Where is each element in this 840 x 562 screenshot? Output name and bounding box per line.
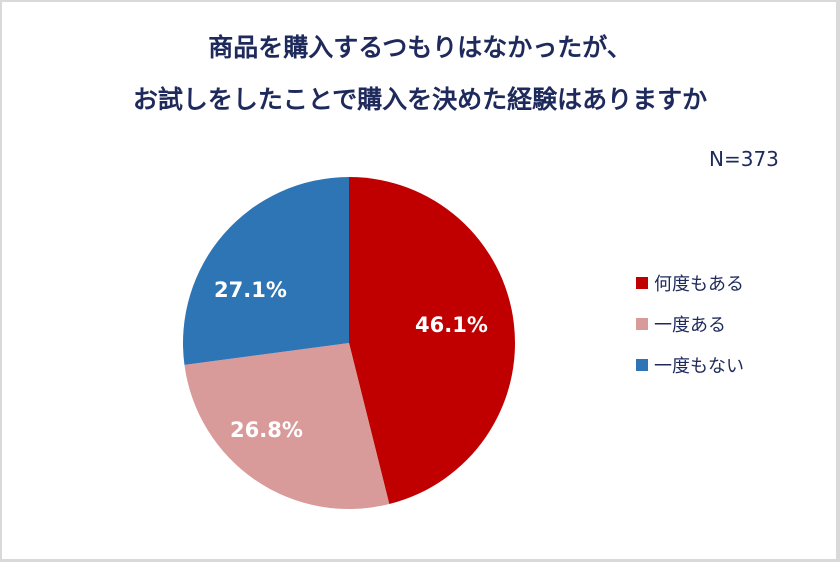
legend-item-once: 一度ある (636, 303, 744, 344)
legend-swatch-icon (636, 276, 648, 289)
legend-label: 一度ある (654, 314, 726, 336)
chart-title-line2: お試しをしたことで購入を決めた経験はありますか (132, 85, 708, 114)
legend-label: 一度もない (654, 355, 744, 377)
pie-slice-once (184, 343, 390, 509)
pie-slice-never (182, 177, 349, 365)
legend-swatch-icon (636, 317, 648, 330)
legend: 何度もある 一度ある 一度もない (636, 262, 744, 385)
slice-label-frequently: 46.1% (415, 313, 488, 337)
slice-label-once: 26.8% (230, 418, 303, 442)
legend-label: 何度もある (654, 273, 744, 295)
slice-label-never: 27.1% (214, 278, 287, 302)
legend-item-never: 一度もない (636, 344, 744, 385)
chart-title-line1: 商品を購入するつもりはなかったが、 (208, 33, 632, 62)
legend-swatch-icon (636, 358, 648, 371)
sample-size: N=373 (709, 147, 779, 171)
pie-slice-frequently (349, 177, 515, 505)
legend-item-frequently: 何度もある (636, 262, 744, 303)
